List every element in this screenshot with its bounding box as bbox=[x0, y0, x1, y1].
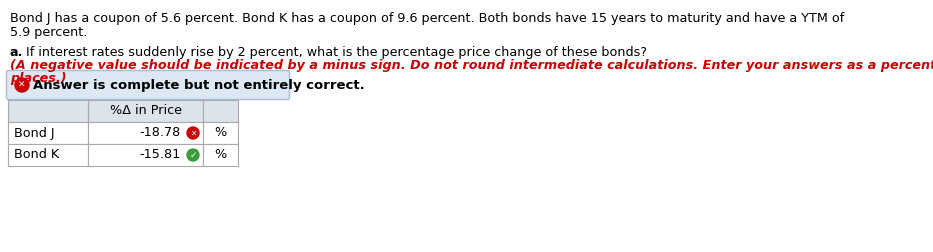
Bar bbox=[203, 100, 238, 122]
Bar bbox=[8, 100, 88, 122]
Text: ✓: ✓ bbox=[189, 150, 197, 160]
Text: If interest rates suddenly rise by 2 percent, what is the percentage price chang: If interest rates suddenly rise by 2 per… bbox=[22, 46, 651, 59]
Bar bbox=[88, 144, 203, 166]
Circle shape bbox=[187, 149, 199, 161]
Bar bbox=[203, 144, 238, 166]
Text: Answer is complete but not entirely correct.: Answer is complete but not entirely corr… bbox=[33, 79, 365, 91]
Text: %Δ in Price: %Δ in Price bbox=[109, 105, 182, 117]
Text: Bond J has a coupon of 5.6 percent. Bond K has a coupon of 9.6 percent. Both bon: Bond J has a coupon of 5.6 percent. Bond… bbox=[10, 12, 844, 25]
Text: ✕: ✕ bbox=[19, 80, 26, 89]
Text: Bond J: Bond J bbox=[14, 127, 55, 140]
Bar bbox=[8, 144, 88, 166]
Text: (A negative value should be indicated by a minus sign. Do not round intermediate: (A negative value should be indicated by… bbox=[10, 59, 933, 72]
Bar bbox=[8, 122, 88, 144]
Text: %: % bbox=[215, 148, 227, 162]
FancyBboxPatch shape bbox=[7, 71, 289, 100]
Text: places.): places.) bbox=[10, 72, 66, 85]
Bar bbox=[88, 122, 203, 144]
Text: 5.9 percent.: 5.9 percent. bbox=[10, 26, 88, 39]
Text: Bond K: Bond K bbox=[14, 148, 59, 162]
Text: %: % bbox=[215, 127, 227, 140]
Bar bbox=[203, 122, 238, 144]
Text: -18.78: -18.78 bbox=[140, 127, 181, 140]
Text: -15.81: -15.81 bbox=[140, 148, 181, 162]
Circle shape bbox=[187, 127, 199, 139]
Text: ✕: ✕ bbox=[189, 129, 196, 138]
Bar bbox=[88, 100, 203, 122]
Circle shape bbox=[15, 78, 29, 92]
Text: a.: a. bbox=[10, 46, 23, 59]
